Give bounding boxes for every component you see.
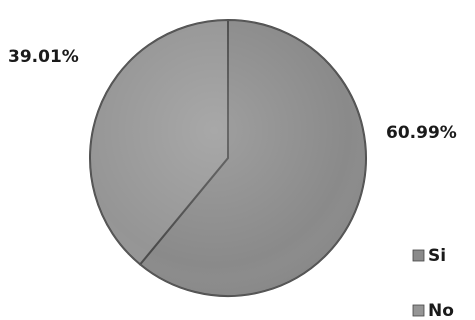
legend-label-no: No [428,301,454,320]
legend-swatch-no [412,304,425,317]
pie-shading [90,20,366,296]
pie-slices [89,19,367,297]
legend: Si No [412,246,454,320]
data-label-si: 60.99% [386,123,457,143]
legend-item-si: Si [412,246,446,266]
legend-swatch-si [412,249,425,262]
legend-label-si: Si [428,246,446,266]
pie-rim [89,19,367,297]
data-label-no: 39.01% [8,47,79,67]
legend-item-no: No [412,301,454,320]
